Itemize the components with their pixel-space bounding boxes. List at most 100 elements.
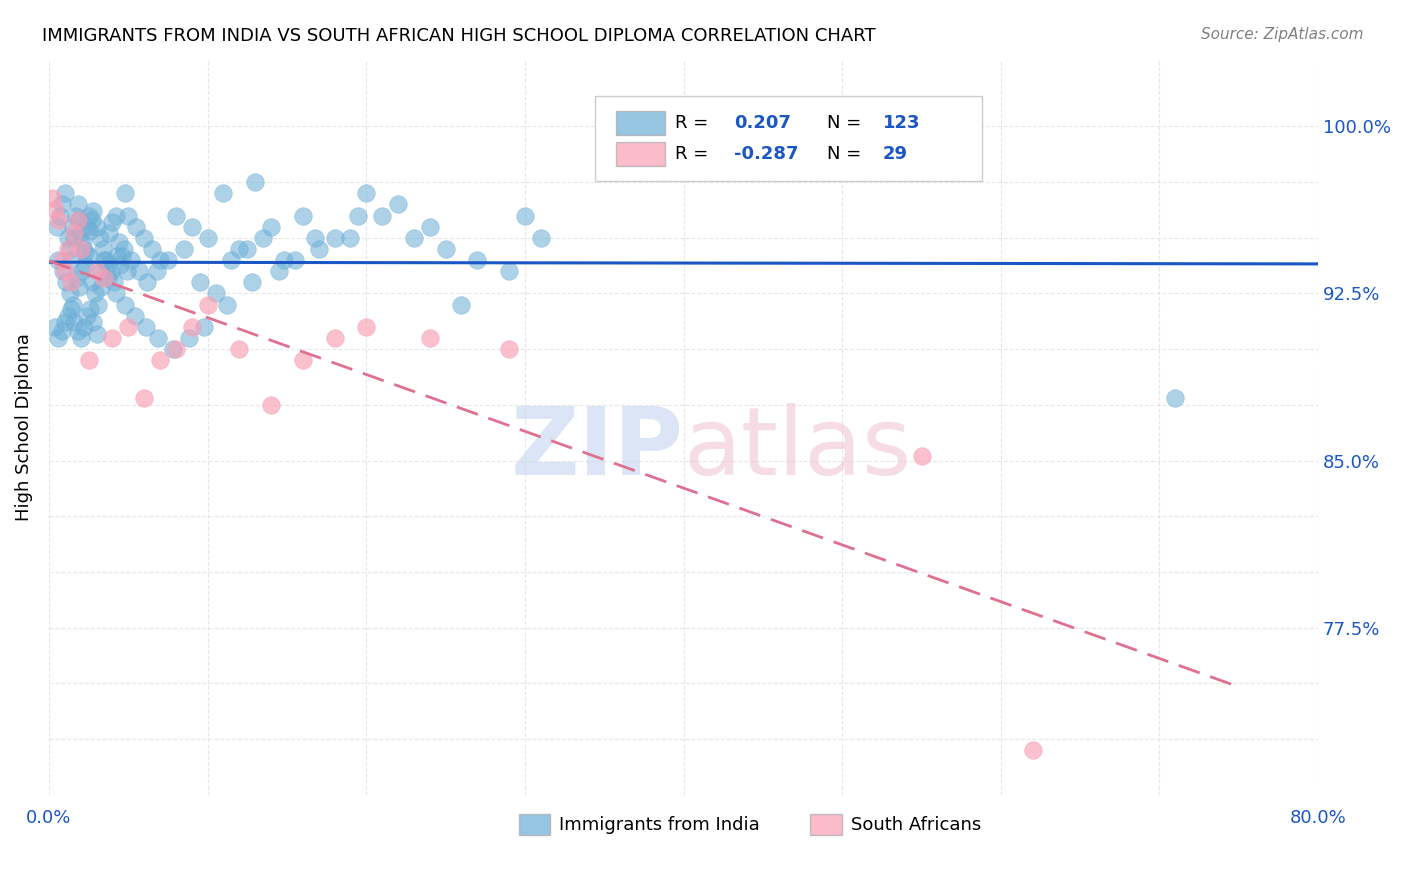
Point (77, 249, 100, 263)
Point (101, 215, 124, 229)
Point (273, 253, 295, 268)
Point (69, 331, 91, 345)
Point (98, 227, 121, 241)
Y-axis label: High School Diploma: High School Diploma (15, 334, 32, 521)
Point (90, 264, 112, 278)
Point (56, 242, 79, 256)
Point (72, 235, 94, 250)
Point (228, 342, 250, 356)
Point (434, 242, 457, 256)
Point (136, 276, 159, 290)
Point (112, 242, 135, 256)
Point (121, 253, 143, 268)
Bar (616, 111, 665, 136)
Point (90, 280, 112, 294)
Point (291, 209, 314, 223)
Point (103, 276, 125, 290)
Point (67, 280, 90, 294)
Point (197, 297, 219, 311)
Point (62, 219, 84, 234)
Point (44, 319, 66, 334)
Point (149, 253, 172, 268)
Text: 0.207: 0.207 (734, 114, 792, 132)
Point (107, 235, 129, 250)
Point (101, 331, 124, 345)
Point (89, 231, 111, 245)
Point (304, 231, 326, 245)
Point (51, 253, 73, 268)
Bar (810, 814, 842, 835)
Point (114, 186, 136, 201)
Point (308, 242, 330, 256)
Text: 0.0%: 0.0% (27, 809, 72, 827)
Point (48, 331, 70, 345)
Point (75, 246, 97, 260)
Point (498, 342, 520, 356)
Point (66, 213, 89, 227)
Text: IMMIGRANTS FROM INDIA VS SOUTH AFRICAN HIGH SCHOOL DIPLOMA CORRELATION CHART: IMMIGRANTS FROM INDIA VS SOUTH AFRICAN H… (42, 27, 876, 45)
Point (86, 326, 108, 341)
Point (76, 219, 98, 234)
Point (323, 331, 346, 345)
Point (117, 209, 139, 223)
Text: R =: R = (675, 114, 714, 132)
Point (97, 258, 120, 272)
Point (240, 276, 263, 290)
Point (77, 353, 100, 368)
Point (93, 253, 115, 268)
Point (72, 264, 94, 278)
Point (188, 276, 211, 290)
Point (104, 286, 127, 301)
Point (79, 224, 101, 238)
Point (114, 297, 136, 311)
Point (387, 197, 409, 211)
Point (419, 219, 441, 234)
Point (55, 276, 77, 290)
Point (245, 175, 267, 189)
Point (347, 209, 370, 223)
Point (100, 264, 122, 278)
Point (49, 209, 72, 223)
Point (111, 249, 134, 263)
Point (41, 191, 63, 205)
Point (236, 242, 259, 256)
Point (45, 219, 67, 234)
Point (65, 271, 87, 285)
Text: Immigrants from India: Immigrants from India (560, 816, 759, 834)
Point (56, 309, 79, 323)
Point (402, 231, 425, 245)
Point (67, 213, 90, 227)
Point (104, 209, 127, 223)
Point (156, 253, 179, 268)
Point (323, 231, 346, 245)
Point (91, 242, 114, 256)
Point (135, 319, 157, 334)
Point (60, 253, 83, 268)
Point (69, 227, 91, 241)
Point (76, 309, 98, 323)
Point (97, 271, 120, 285)
Point (58, 242, 80, 256)
Point (48, 253, 70, 268)
Point (419, 331, 441, 345)
Point (450, 297, 472, 311)
Point (60, 276, 83, 290)
Point (291, 353, 314, 368)
Point (44, 202, 66, 216)
Point (212, 186, 235, 201)
Text: atlas: atlas (683, 403, 912, 495)
Point (165, 342, 187, 356)
Point (65, 209, 87, 223)
Point (177, 331, 200, 345)
Point (80, 276, 103, 290)
Point (73, 242, 96, 256)
Point (110, 258, 132, 272)
Point (84, 286, 107, 301)
Point (53, 186, 76, 201)
Point (530, 231, 553, 245)
Point (146, 264, 169, 278)
Point (56, 231, 79, 245)
Point (180, 219, 202, 234)
Point (93, 271, 115, 285)
Point (75, 258, 97, 272)
